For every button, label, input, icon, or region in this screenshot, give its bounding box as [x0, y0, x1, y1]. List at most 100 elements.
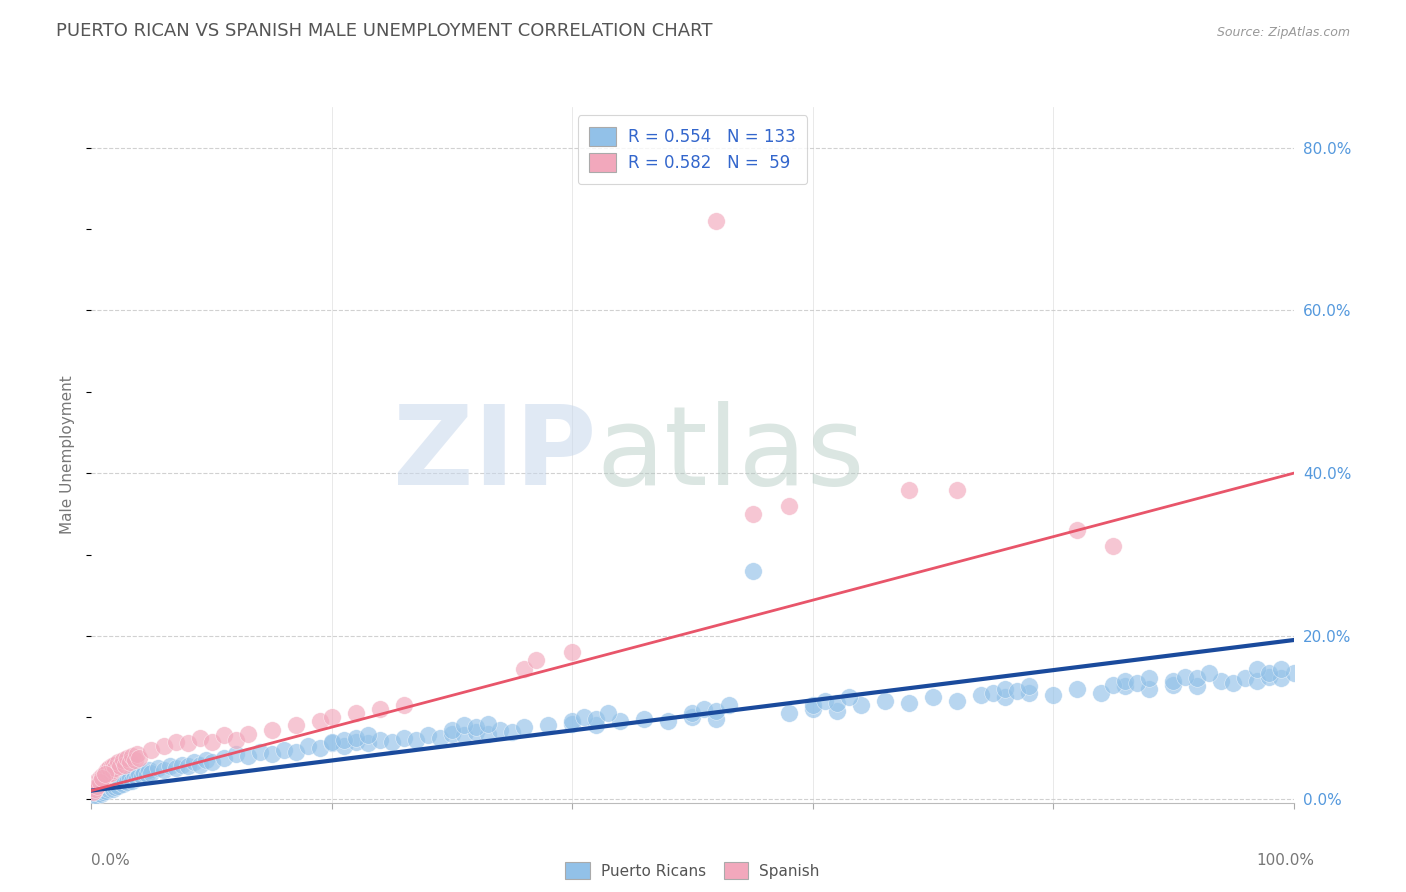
Point [524, 653, 547, 667]
Point [453, 718, 475, 732]
Point [138, 764, 160, 778]
Point [124, 769, 146, 783]
Point [477, 717, 499, 731]
Point [1102, 540, 1125, 554]
Point [121, 773, 143, 788]
Text: atlas: atlas [596, 401, 865, 508]
Point [90, 787, 112, 801]
Point [1187, 680, 1209, 694]
Point [1137, 671, 1160, 685]
Point [1126, 676, 1149, 690]
Point [125, 772, 148, 786]
Point [1005, 684, 1028, 698]
Point [111, 753, 134, 767]
Point [89, 772, 111, 786]
Point [176, 759, 198, 773]
Point [814, 694, 837, 708]
Point [574, 710, 596, 724]
Point [84, 777, 107, 791]
Point [284, 745, 307, 759]
Point [114, 757, 136, 772]
Point [152, 764, 174, 778]
Point [103, 757, 125, 772]
Point [1258, 670, 1281, 684]
Point [465, 725, 488, 739]
Point [321, 735, 343, 749]
Point [93, 772, 115, 786]
Point [778, 499, 800, 513]
Point [284, 718, 307, 732]
Point [201, 735, 224, 749]
Point [110, 775, 132, 789]
Point [82, 788, 104, 802]
Point [89, 775, 111, 789]
Point [93, 767, 115, 781]
Point [849, 698, 872, 713]
Point [84, 781, 107, 796]
Point [118, 755, 141, 769]
Point [110, 759, 132, 773]
Point [981, 686, 1004, 700]
Point [946, 483, 969, 497]
Point [801, 698, 824, 713]
Point [465, 720, 488, 734]
Point [453, 728, 475, 742]
Point [100, 765, 122, 780]
Point [87, 786, 110, 800]
Point [131, 769, 153, 783]
Point [994, 681, 1017, 696]
Point [693, 702, 716, 716]
Point [212, 751, 235, 765]
Point [741, 507, 763, 521]
Legend: Puerto Ricans, Spanish: Puerto Ricans, Spanish [560, 855, 825, 886]
Point [114, 773, 136, 788]
Point [188, 731, 211, 745]
Point [561, 714, 583, 729]
Point [501, 725, 523, 739]
Point [489, 723, 512, 737]
Point [838, 690, 860, 704]
Point [111, 777, 134, 791]
Point [104, 761, 127, 775]
Point [107, 755, 129, 769]
Point [84, 783, 107, 797]
Point [1066, 523, 1088, 537]
Point [101, 779, 124, 793]
Point [416, 728, 439, 742]
Text: 0.0%: 0.0% [91, 854, 131, 868]
Point [183, 755, 205, 769]
Point [91, 769, 114, 783]
Point [681, 710, 703, 724]
Point [321, 736, 343, 750]
Point [93, 781, 115, 796]
Point [657, 714, 679, 729]
Point [1090, 686, 1112, 700]
Point [91, 772, 114, 786]
Point [170, 757, 193, 772]
Point [1114, 680, 1136, 694]
Point [101, 764, 124, 778]
Point [135, 767, 157, 781]
Point [103, 777, 125, 791]
Point [96, 764, 118, 778]
Text: ZIP: ZIP [392, 401, 596, 508]
Text: 100.0%: 100.0% [1257, 854, 1315, 868]
Point [357, 736, 380, 750]
Point [86, 779, 108, 793]
Point [537, 718, 560, 732]
Point [225, 747, 247, 761]
Point [84, 788, 107, 802]
Point [1161, 673, 1184, 688]
Point [381, 735, 404, 749]
Point [96, 780, 118, 794]
Point [201, 755, 224, 769]
Point [1018, 686, 1040, 700]
Point [1137, 681, 1160, 696]
Point [513, 661, 536, 675]
Point [368, 733, 391, 747]
Point [159, 759, 181, 773]
Point [1018, 680, 1040, 694]
Point [392, 698, 415, 713]
Point [249, 745, 271, 759]
Point [1187, 671, 1209, 685]
